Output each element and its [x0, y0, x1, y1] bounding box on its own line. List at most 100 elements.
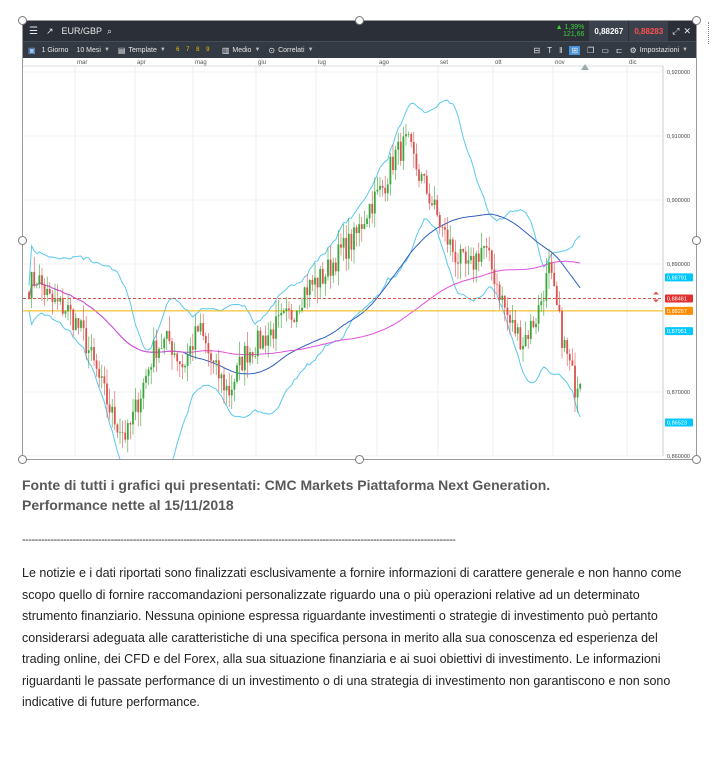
text-tool-icon[interactable]: T — [547, 45, 553, 55]
ruler-icon[interactable]: ⊟ — [533, 45, 541, 55]
bar-tool-icon[interactable]: ‖ — [559, 45, 563, 55]
candle-body — [576, 388, 579, 398]
month-tick-label: mag — [195, 60, 207, 66]
candle-body — [204, 336, 207, 344]
menu-icon[interactable]: ☰ — [29, 25, 38, 37]
candle-body — [392, 156, 394, 170]
candle-body — [420, 174, 423, 181]
chart-toolbar: ▣ 1 Giorno 10 Mesi ▼ ▤ Template ▼ 6 7 8 9 … — [23, 41, 696, 58]
settings-menu[interactable]: Impostazioni ▼ — [639, 46, 688, 54]
candle-body — [314, 277, 316, 285]
preset-8[interactable]: 8 — [196, 47, 200, 53]
candle-body — [532, 320, 535, 328]
chart-image[interactable]: ☰ ↗ EUR/GBP ⌕ ▲ 1,39% 121,66 0,88267 0,8… — [22, 20, 697, 460]
candle-body — [35, 284, 38, 286]
close-icon[interactable]: ✕ — [683, 25, 691, 36]
candle-body — [410, 134, 413, 142]
candle-body — [360, 224, 363, 229]
layout-icon[interactable]: ▭ — [601, 45, 609, 55]
candle-body — [184, 365, 186, 368]
candle-body — [418, 169, 420, 181]
candle-body — [77, 318, 80, 328]
chart-type-icon[interactable]: ↗ — [45, 25, 54, 36]
candle-body — [433, 199, 436, 206]
save-icon[interactable]: ⊏ — [615, 45, 623, 55]
candle-body — [282, 311, 285, 314]
chevron-down-icon: ▼ — [254, 47, 261, 53]
candle-body — [423, 174, 426, 176]
candle-body — [275, 316, 277, 339]
candle-body — [95, 360, 98, 369]
preset-6[interactable]: 6 — [176, 47, 180, 53]
price-tag-label: 0,88461 — [667, 296, 687, 302]
candle-body — [139, 398, 142, 413]
resize-handle-top[interactable] — [355, 16, 364, 25]
price-tick-label: 0,860000 — [667, 454, 690, 459]
layout-options-marker[interactable] — [708, 22, 714, 44]
active-tool-icon[interactable]: ⊞ — [569, 45, 581, 55]
buy-price[interactable]: 0,88283 — [629, 21, 669, 41]
correlate-select[interactable]: Correlati ▼ — [278, 46, 314, 54]
caption-line-2: Performance nette al 15/11/2018 — [22, 497, 234, 513]
expand-icon[interactable]: ⤢ — [672, 25, 680, 36]
settings-icon[interactable]: ⚙ — [629, 45, 637, 55]
month-tick-label: lug — [318, 60, 326, 66]
resize-handle-bottom[interactable] — [355, 455, 364, 464]
sell-price[interactable]: 0,88267 — [589, 21, 629, 41]
calendar-icon[interactable]: ▣ — [28, 45, 36, 55]
indicator-select[interactable]: Medio ▼ — [232, 46, 261, 54]
resize-handle-right[interactable] — [692, 236, 701, 245]
preset-9[interactable]: 9 — [206, 47, 210, 53]
bollinger-lower-line — [28, 218, 581, 459]
interval-select[interactable]: 1 Giorno — [41, 46, 69, 54]
candle-body — [132, 411, 134, 425]
candle-body — [350, 233, 353, 250]
candle-body — [103, 376, 106, 384]
candle-body — [303, 287, 306, 308]
candle-body — [514, 319, 517, 334]
candle-body — [116, 424, 119, 433]
candle-body — [321, 269, 324, 284]
candle-body — [38, 275, 41, 285]
price-tag-label: 0,86523 — [667, 421, 687, 427]
preset-7[interactable]: 7 — [186, 47, 190, 53]
candle-body — [363, 224, 366, 229]
chevron-down-icon: ▼ — [307, 47, 314, 53]
candle-body — [108, 404, 111, 413]
change-pct: ▲ 1,39% — [555, 24, 585, 31]
range-select[interactable]: 10 Mesi ▼ — [76, 46, 110, 54]
resize-handle-left[interactable] — [18, 236, 27, 245]
candle-body — [48, 288, 51, 294]
candle-body — [488, 247, 491, 251]
candle-body — [262, 335, 264, 349]
resize-handle-top-left[interactable] — [18, 16, 27, 25]
slow-moving-average-line — [28, 260, 581, 356]
candle-body — [199, 323, 202, 332]
candle-body — [449, 239, 452, 245]
template-select[interactable]: Template ▼ — [128, 46, 166, 54]
candle-body — [277, 315, 280, 317]
search-icon[interactable]: ⌕ — [107, 25, 113, 36]
caption-line-1: Fonte di tutti i grafici qui presentati:… — [22, 477, 551, 493]
chart-caption: Fonte di tutti i grafici qui presentati:… — [22, 475, 692, 515]
change-box: ▲ 1,39% 121,66 — [551, 21, 590, 41]
candle-body — [519, 327, 522, 350]
candle-body — [579, 383, 582, 389]
resize-handle-bottom-left[interactable] — [18, 455, 27, 464]
candle-body — [522, 345, 524, 350]
candle-body — [527, 334, 530, 339]
candle-body — [332, 262, 335, 276]
symbol-label[interactable]: EUR/GBP — [61, 26, 103, 36]
resize-handle-top-right[interactable] — [692, 16, 701, 25]
candle-body — [142, 382, 145, 399]
candle-body — [82, 320, 85, 329]
resize-handle-bottom-right[interactable] — [692, 455, 701, 464]
candle-body — [563, 340, 566, 348]
price-chart[interactable]: mar apr mag giu lug ago set ott nov dic 0,920000 0,… — [23, 58, 696, 459]
candle-body — [324, 276, 327, 284]
candle-body — [467, 260, 470, 264]
chart-topbar: ☰ ↗ EUR/GBP ⌕ ▲ 1,39% 121,66 0,88267 0,8… — [23, 21, 696, 41]
copy-icon[interactable]: ❐ — [587, 45, 595, 55]
candle-body — [134, 399, 137, 412]
candle-body — [264, 335, 267, 346]
